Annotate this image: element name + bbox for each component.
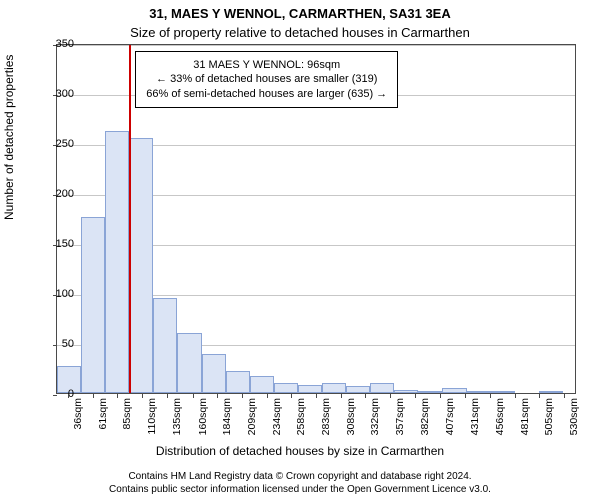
histogram-bar — [81, 217, 105, 393]
histogram-bar — [322, 383, 346, 393]
histogram-bar — [153, 298, 177, 393]
x-tick-mark — [564, 394, 565, 398]
x-tick-mark — [490, 394, 491, 398]
y-tick-label: 250 — [48, 138, 74, 150]
histogram-bar — [274, 383, 298, 393]
x-tick-mark — [68, 394, 69, 398]
histogram-bar — [105, 131, 129, 393]
x-tick-mark — [539, 394, 540, 398]
x-tick-mark — [167, 394, 168, 398]
x-tick-mark — [415, 394, 416, 398]
reference-line — [129, 45, 131, 393]
histogram-bar — [539, 391, 563, 393]
x-tick-mark — [341, 394, 342, 398]
histogram-bar — [467, 391, 491, 393]
x-tick-mark — [242, 394, 243, 398]
x-tick-label: 357sqm — [394, 398, 406, 440]
x-tick-label: 505sqm — [543, 398, 555, 440]
annotation-line: 31 MAES Y WENNOL: 96sqm — [146, 58, 387, 72]
histogram-bar — [129, 138, 153, 393]
x-tick-label: 258sqm — [295, 398, 307, 440]
histogram-bar — [298, 385, 322, 393]
y-tick-label: 200 — [48, 188, 74, 200]
histogram-bar — [370, 383, 394, 393]
x-tick-mark — [142, 394, 143, 398]
x-tick-label: 308sqm — [345, 398, 357, 440]
title-address: 31, MAES Y WENNOL, CARMARTHEN, SA31 3EA — [0, 6, 600, 23]
histogram-bar — [226, 371, 250, 393]
x-tick-mark — [217, 394, 218, 398]
y-tick-label: 0 — [48, 388, 74, 400]
annotation-box: 31 MAES Y WENNOL: 96sqm← 33% of detached… — [135, 51, 398, 108]
x-tick-mark — [267, 394, 268, 398]
y-tick-label: 350 — [48, 38, 74, 50]
footer-line-1: Contains HM Land Registry data © Crown c… — [0, 470, 600, 483]
x-tick-label: 85sqm — [121, 398, 133, 440]
histogram-bar — [394, 390, 418, 393]
x-tick-mark — [316, 394, 317, 398]
x-tick-label: 481sqm — [519, 398, 531, 440]
histogram-bar — [177, 333, 201, 393]
x-tick-mark — [93, 394, 94, 398]
x-tick-label: 110sqm — [146, 398, 158, 440]
x-tick-label: 135sqm — [171, 398, 183, 440]
x-tick-mark — [390, 394, 391, 398]
x-tick-label: 61sqm — [97, 398, 109, 440]
histogram-plot: 31 MAES Y WENNOL: 96sqm← 33% of detached… — [56, 44, 576, 394]
chart-titles: 31, MAES Y WENNOL, CARMARTHEN, SA31 3EA … — [0, 0, 600, 42]
x-tick-label: 382sqm — [419, 398, 431, 440]
y-tick-label: 50 — [48, 338, 74, 350]
footer-line-2: Contains public sector information licen… — [0, 483, 600, 496]
histogram-bar — [442, 388, 466, 393]
x-tick-mark — [440, 394, 441, 398]
x-tick-label: 184sqm — [221, 398, 233, 440]
annotation-line: 66% of semi-detached houses are larger (… — [146, 87, 387, 101]
histogram-bar — [346, 386, 370, 393]
x-tick-mark — [515, 394, 516, 398]
x-tick-label: 209sqm — [246, 398, 258, 440]
y-tick-label: 150 — [48, 238, 74, 250]
histogram-bar — [202, 354, 226, 393]
footer-attribution: Contains HM Land Registry data © Crown c… — [0, 470, 600, 496]
histogram-bar — [418, 391, 442, 393]
x-tick-label: 160sqm — [197, 398, 209, 440]
histogram-bar — [491, 391, 515, 393]
histogram-bar — [250, 376, 274, 393]
annotation-line: ← 33% of detached houses are smaller (31… — [146, 72, 387, 86]
x-tick-mark — [465, 394, 466, 398]
x-tick-label: 407sqm — [444, 398, 456, 440]
x-tick-label: 36sqm — [72, 398, 84, 440]
x-tick-label: 332sqm — [369, 398, 381, 440]
x-tick-mark — [291, 394, 292, 398]
x-tick-mark — [193, 394, 194, 398]
x-tick-label: 234sqm — [271, 398, 283, 440]
y-tick-label: 100 — [48, 288, 74, 300]
title-subtitle: Size of property relative to detached ho… — [0, 25, 600, 42]
x-tick-mark — [117, 394, 118, 398]
y-tick-label: 300 — [48, 88, 74, 100]
x-tick-label: 456sqm — [494, 398, 506, 440]
x-tick-label: 283sqm — [320, 398, 332, 440]
x-tick-label: 431sqm — [469, 398, 481, 440]
gridline — [57, 45, 575, 46]
x-axis-label: Distribution of detached houses by size … — [0, 444, 600, 458]
x-tick-mark — [365, 394, 366, 398]
x-tick-label: 530sqm — [568, 398, 580, 440]
y-axis-label: Number of detached properties — [2, 55, 16, 220]
